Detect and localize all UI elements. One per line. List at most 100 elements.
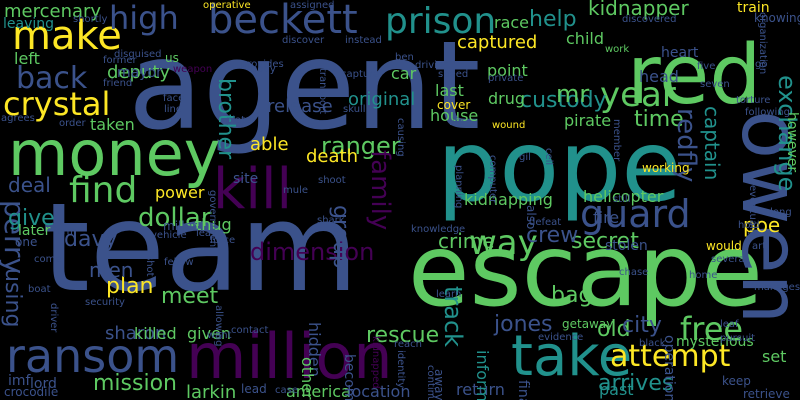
word-security: security xyxy=(85,297,125,308)
word-face: face xyxy=(163,93,184,104)
word-vehicle: vehicle xyxy=(151,230,187,241)
word-family: family xyxy=(365,150,395,230)
word-knowing: knowing xyxy=(754,11,800,25)
word-given: given xyxy=(187,324,231,343)
word-contact: contact xyxy=(231,325,269,336)
word-kidnapping: kidnapping xyxy=(464,190,553,209)
word-however: however xyxy=(784,112,800,172)
word-make: make xyxy=(12,13,122,59)
word-way: way xyxy=(469,223,538,263)
word-following: following xyxy=(745,107,790,118)
word-poe: poe xyxy=(743,213,780,237)
word-driving: driving xyxy=(415,60,450,71)
word-sharon: sharon xyxy=(105,323,166,344)
word-cell: cell xyxy=(543,148,554,165)
word-operation: operation xyxy=(661,335,677,400)
word-america: america xyxy=(286,382,351,400)
word-million: million xyxy=(186,320,393,393)
word-return: return xyxy=(456,380,505,399)
word-working: working xyxy=(642,161,690,175)
word-plate: plate xyxy=(226,115,251,126)
word-kidnapped: kidnapped xyxy=(370,336,381,389)
word-capture: capture xyxy=(341,69,379,80)
word-seven: seven xyxy=(700,79,730,90)
word-form: form xyxy=(53,226,76,237)
word-agent: agent xyxy=(128,15,480,157)
word-along: along xyxy=(764,207,792,218)
word-knowledge: knowledge xyxy=(411,224,465,235)
word-shoot: shoot xyxy=(318,175,346,186)
word-fire: fire xyxy=(593,208,619,227)
word-mission: mission xyxy=(93,371,177,396)
word-order: order xyxy=(59,118,87,129)
word-point: point xyxy=(487,61,528,80)
word-computer: computer xyxy=(487,155,498,204)
word-allowing: allowing xyxy=(213,305,224,346)
word-imf: imf xyxy=(8,373,32,389)
word-taken: taken xyxy=(90,115,135,134)
word-member: member xyxy=(611,119,622,162)
word-manages: manages xyxy=(754,282,800,293)
word-life: life xyxy=(449,117,464,128)
word-shortly: shortly xyxy=(73,14,107,25)
word-defeat: defeat xyxy=(529,217,561,228)
word-car: car xyxy=(391,64,417,83)
word-eventually: eventually xyxy=(747,185,758,238)
word-last: last xyxy=(435,81,464,100)
word-still: still xyxy=(613,194,630,205)
word-one: one xyxy=(15,235,37,249)
word-black: black xyxy=(639,338,666,349)
word-discovered: discovered xyxy=(622,14,676,25)
word-fellow: fellow xyxy=(164,257,194,268)
word-money: money xyxy=(8,117,220,190)
word-killed: killed xyxy=(134,324,177,343)
word-give: give xyxy=(8,206,55,231)
word-former: former xyxy=(103,55,137,66)
word-getaway: getaway xyxy=(562,317,613,331)
word-would: would xyxy=(706,239,742,253)
word-work: work xyxy=(605,44,629,55)
word-instead: instead xyxy=(345,35,382,46)
word-five: five xyxy=(697,61,715,72)
word-arrives: arrives xyxy=(598,371,673,396)
word-information: information xyxy=(473,350,492,400)
word-guard: guard xyxy=(580,192,691,236)
word-bag: bag xyxy=(551,283,592,308)
word-shot: shot xyxy=(144,255,155,277)
word-driver: driver xyxy=(48,303,59,333)
word-left: left xyxy=(14,49,40,68)
word-secret: secret xyxy=(571,229,639,254)
word-identity: identity xyxy=(395,350,406,388)
word-ransom: ransom xyxy=(6,329,179,383)
word-back: back xyxy=(16,61,88,96)
word-past: past xyxy=(599,380,634,399)
word-mayor: mayor xyxy=(117,65,162,81)
word-power: power xyxy=(155,183,205,202)
word-wound: wound xyxy=(492,120,525,131)
word-government: government xyxy=(207,190,218,251)
word-ben: ben xyxy=(395,52,414,63)
word-lord: lord xyxy=(30,376,57,392)
word-leave: leave xyxy=(196,228,223,239)
word-brother: brother xyxy=(213,78,238,160)
word-shark: shark xyxy=(317,215,345,226)
word-crew: crew xyxy=(526,223,578,248)
word-becomes: becomes xyxy=(341,354,357,400)
word-go: go xyxy=(755,59,767,70)
word-discover: discover xyxy=(282,35,325,46)
word-torture: torture xyxy=(736,95,770,106)
word-captain: captain xyxy=(700,106,724,180)
word-causing: causing xyxy=(395,118,406,157)
word-evidence: evidence xyxy=(538,332,583,343)
word-time: time xyxy=(634,107,684,132)
word-head: head xyxy=(639,67,679,86)
word-exchange: exchange xyxy=(773,75,800,191)
word-case: case xyxy=(275,385,298,396)
word-deal: deal xyxy=(8,173,51,197)
word-jones: jones xyxy=(493,312,553,337)
word-race: race xyxy=(494,13,529,32)
word-release: release xyxy=(267,96,333,117)
word-thug: thug xyxy=(195,215,232,234)
word-rescue: rescue xyxy=(366,323,439,348)
